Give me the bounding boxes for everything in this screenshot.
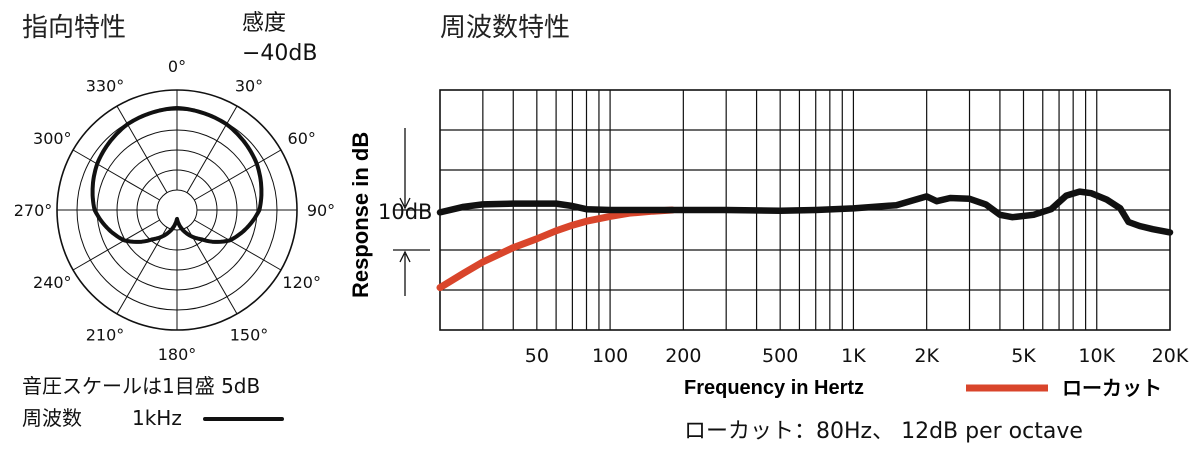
x-tick-label: 10K: [1078, 345, 1115, 367]
polar-legend-prefix: 周波数: [22, 406, 82, 430]
x-tick-label: 5K: [1011, 345, 1036, 367]
freq-title: 周波数特性: [440, 13, 570, 43]
polar-scale-note: 音圧スケールは1目盛 5dB: [22, 374, 260, 398]
frequency-response-chart: 50 100 200 500 1K 2K 5K 10K 20K: [393, 89, 1189, 367]
polar-angle-label: 150°: [230, 326, 269, 345]
lowcut-note: ローカット：80Hz、 12dB per octave: [684, 419, 1083, 444]
scale-marker: 10dB: [378, 200, 432, 224]
polar-spoke: [72, 149, 160, 201]
freq-ylabel: Response in dB: [348, 132, 373, 298]
polar-response-curve: [90, 106, 264, 244]
x-tick-label: 200: [665, 345, 701, 367]
x-tick-label: 1K: [841, 345, 866, 367]
polar-spoke: [194, 149, 282, 201]
scale-arrowhead-bottom: [399, 250, 411, 263]
polar-angle-label: 90°: [307, 201, 335, 220]
polar-angle-label: 120°: [282, 273, 321, 292]
response-curve: [436, 188, 1174, 236]
polar-spoke: [116, 105, 168, 193]
polar-title: 指向特性: [22, 13, 126, 43]
x-tick-label: 100: [592, 345, 628, 367]
sensitivity-value: −40dB: [242, 41, 318, 66]
polar-spoke: [72, 219, 160, 271]
polar-angle-label: 30°: [235, 76, 263, 95]
polar-spoke: [194, 219, 282, 271]
polar-angle-label: 270°: [14, 201, 53, 220]
x-tick-label: 2K: [914, 345, 939, 367]
polar-angle-label: 300°: [33, 129, 72, 148]
polar-angle-label: 210°: [86, 326, 125, 345]
polar-angle-label: 0°: [168, 57, 186, 76]
x-tick-label: 50: [525, 345, 549, 367]
polar-angle-label: 330°: [86, 76, 125, 95]
polar-angle-label: 180°: [158, 345, 197, 364]
polar-pattern-chart: 0° 30° 60° 90° 120° 150° 180° 210° 240° 270° 300° 3…: [14, 57, 335, 364]
scale-arrowhead-top: [399, 197, 411, 210]
sensitivity-label: 感度: [242, 11, 286, 36]
x-tick-label: 500: [762, 345, 798, 367]
polar-angle-label: 60°: [288, 129, 316, 148]
x-tick-label: 20K: [1152, 345, 1189, 367]
polar-legend-freq: 1kHz: [132, 406, 182, 430]
freq-xlabel: Frequency in Hertz: [684, 377, 864, 399]
polar-angle-label: 240°: [33, 273, 72, 292]
lowcut-legend-label: ローカット: [1062, 378, 1162, 400]
polar-spoke: [186, 227, 238, 315]
polar-spoke: [186, 105, 238, 193]
polar-spoke: [116, 227, 168, 315]
